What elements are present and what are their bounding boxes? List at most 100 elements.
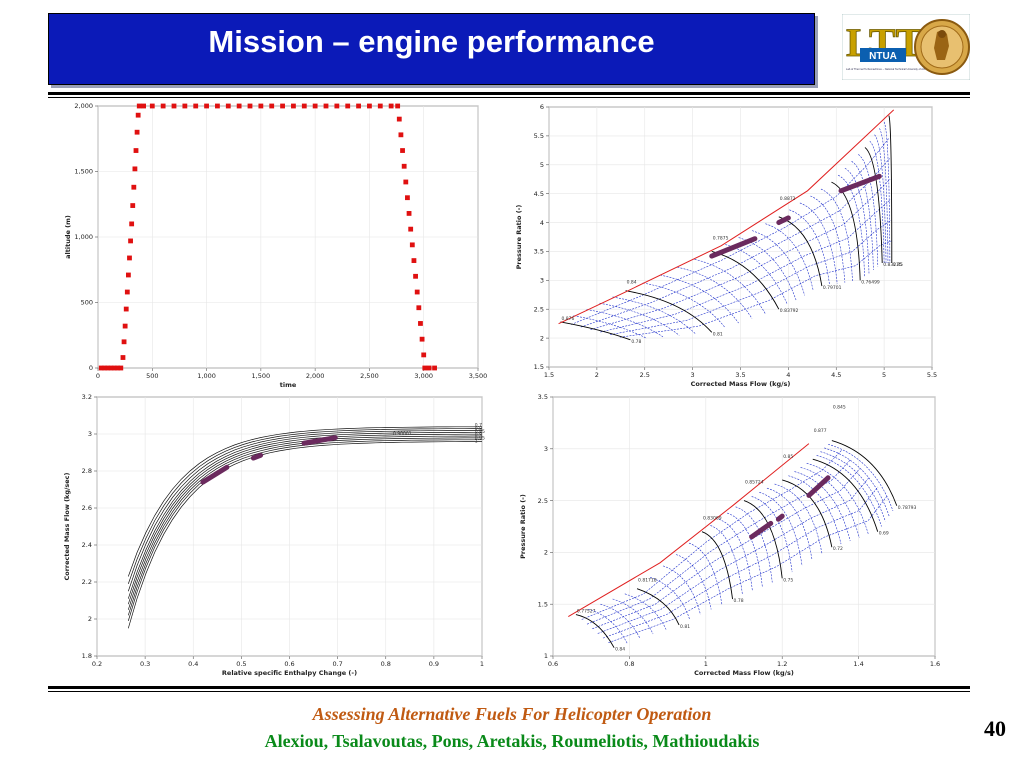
y-tick-label: 6 — [540, 103, 544, 111]
altitude-marker — [356, 103, 361, 109]
x-tick-label: 2.5 — [640, 371, 650, 379]
y-tick-label: 1.5 — [538, 600, 548, 608]
altitude-marker — [414, 289, 420, 295]
altitude-marker — [131, 184, 137, 190]
speed-line — [788, 475, 842, 545]
speed-contour — [812, 458, 879, 532]
contour-label: 0.69 — [879, 531, 889, 537]
y-tick-label: 3.5 — [534, 248, 544, 256]
speed-line — [586, 309, 664, 338]
x-tick-label: 4 — [786, 371, 790, 379]
y-tick-label: 3 — [88, 430, 92, 438]
y-axis-label: Corrected Mass Flow (kg/sec) — [63, 472, 71, 580]
altitude-chart: 0 500 1,000 1,500 2,000 2,500 3,000 3,500 0 500 1,… — [60, 98, 494, 392]
x-tick-label: 4.5 — [831, 371, 841, 379]
speed-line — [874, 134, 887, 264]
speed-line — [751, 230, 805, 296]
top-rule — [48, 92, 970, 95]
speed-line — [573, 315, 647, 339]
contour-label: 0.75 — [783, 577, 793, 583]
x-tick-label: 3.5 — [735, 371, 745, 379]
contour-label: 0.83275 — [883, 262, 902, 268]
speed-line — [766, 487, 813, 560]
operating-point-segment-2 — [250, 452, 264, 461]
x-tick-label: 1 — [480, 660, 484, 668]
altitude-marker — [419, 336, 425, 342]
speed-line — [794, 471, 851, 542]
speed-line — [883, 121, 891, 264]
speed-line — [612, 598, 654, 635]
x-tick-label: 0.9 — [429, 660, 439, 668]
y-tick-label: 1.8 — [82, 652, 92, 660]
contour-label: 0.85 — [783, 454, 793, 460]
page-number: 40 — [984, 716, 1006, 741]
x-tick-label: 1.2 — [777, 660, 787, 668]
contour-label: 0.77527 — [577, 609, 596, 615]
altitude-marker — [105, 365, 111, 371]
x-axis-label: Corrected Mass Flow (kg/s) — [691, 380, 791, 388]
y-tick-label: 1.5 — [534, 363, 544, 371]
altitude-marker — [115, 365, 120, 371]
altitude-marker — [130, 203, 136, 208]
contour-label: 0.85 — [893, 262, 903, 268]
altitude-marker — [118, 365, 124, 371]
x-tick-label: 2,000 — [306, 372, 325, 380]
x-tick-label: 1.5 — [544, 371, 554, 379]
speed-line — [800, 467, 860, 538]
curve-label: 0.8 — [475, 426, 482, 432]
altitude-marker — [421, 352, 427, 358]
speed-line — [820, 451, 886, 522]
y-tick-label: 1 — [544, 652, 548, 660]
altitude-marker — [126, 272, 131, 278]
y-tick-label: 3 — [544, 445, 548, 453]
surge-line — [568, 443, 810, 618]
footer-authors: Alexiou, Tsalavoutas, Pons, Aretakis, Ro… — [264, 731, 760, 751]
efficiency-line — [602, 486, 879, 639]
y-tick-label: 500 — [81, 299, 93, 307]
efficiency-line — [619, 240, 892, 338]
contour-label: 0.78 — [734, 598, 744, 604]
speed-line — [844, 167, 870, 274]
x-tick-label: 0.8 — [624, 660, 634, 668]
x-tick-label: 1,000 — [197, 372, 216, 380]
x-tick-label: 1.4 — [853, 660, 863, 668]
enthalpy-flow-svg: 0.2 0.3 0.4 0.5 0.6 0.7 0.8 0.9 11.822.22.42.62.… — [63, 393, 485, 677]
altitude-marker — [312, 103, 318, 109]
x-tick-label: 0 — [96, 372, 100, 380]
efficiency-line — [608, 495, 888, 643]
logo-caption: Lab of Thermal Turbomachines – National … — [846, 67, 930, 71]
footer-title: Assessing Alternative Fuels For Helicopt… — [312, 704, 712, 724]
altitude-marker — [225, 103, 231, 109]
speed-contour — [831, 181, 861, 281]
efficiency-line — [600, 199, 891, 333]
contour-label: 0.79701 — [823, 285, 842, 291]
speed-line — [765, 223, 814, 291]
altitude-marker — [215, 103, 220, 109]
altitude-marker — [334, 103, 340, 109]
altitude-marker — [301, 103, 307, 109]
y-tick-label: 1,000 — [74, 233, 93, 241]
altitude-marker — [411, 258, 417, 263]
y-tick-label: 2.4 — [82, 541, 92, 549]
speed-line — [851, 161, 874, 270]
altitude-marker — [388, 103, 394, 109]
speed-line — [799, 202, 838, 284]
altitude-marker — [416, 305, 422, 311]
contour-label: 0.81718 — [638, 578, 657, 584]
y-axis-label: Pressure Ratio (-) — [515, 205, 523, 270]
y-tick-label: 2,000 — [74, 102, 93, 110]
contour-label: 0.83792 — [780, 308, 799, 314]
altitude-marker — [136, 103, 142, 109]
bottom-rule-thin — [48, 691, 970, 692]
x-axis-label: time — [280, 381, 297, 389]
ltt-ntua-logo: LTT NTUA Lab of Thermal Turbomachines – … — [841, 13, 971, 81]
contour-label: 0.84 — [627, 280, 637, 286]
y-tick-label: 5.5 — [534, 132, 544, 140]
altitude-marker — [396, 116, 402, 122]
slide-title: Mission – engine performance — [208, 24, 655, 59]
flow-curve — [127, 441, 482, 629]
contour-label: 0.877 — [814, 428, 827, 434]
efficiency-line — [597, 477, 870, 634]
altitude-marker — [132, 166, 138, 172]
